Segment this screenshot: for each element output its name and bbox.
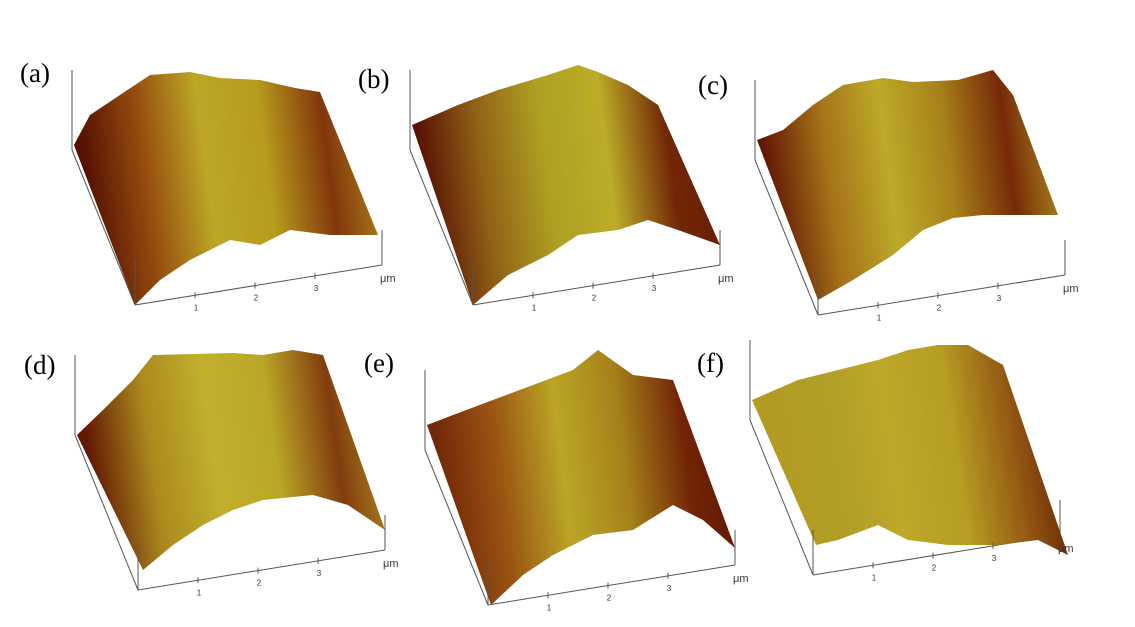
y-axis-line (754, 159, 819, 316)
afm-surface-plot: 1 2 3 μm (749, 340, 1074, 582)
x-tick-label: 2 (592, 294, 597, 303)
x-tick-label: 3 (997, 294, 1002, 303)
afm-surface-plot: 1 2 3 μm (74, 350, 399, 597)
x-axis-unit: μm (1063, 283, 1079, 295)
surface-topography (74, 72, 378, 305)
y-axis-line (71, 149, 136, 306)
surface-topography (757, 70, 1058, 300)
surface-topography (752, 345, 1068, 555)
x-axis-line (137, 549, 386, 591)
x-tick-label: 1 (197, 588, 202, 597)
x-tick-label: 3 (314, 284, 319, 293)
surface-topography (77, 350, 385, 570)
afm-surface-plot: 1 2 3 μm (754, 70, 1079, 322)
afm-panel-c: 1 2 3 μm (743, 70, 1083, 340)
surface-shade (757, 70, 1058, 300)
x-axis-line (487, 564, 736, 606)
x-axis-unit: μm (383, 558, 399, 570)
panel-label-b: (b) (358, 64, 390, 94)
afm-panel-e: 1 2 3 μm (413, 350, 753, 627)
afm-surface-plot: 1 2 3 μm (71, 70, 396, 312)
y-axis-line (409, 149, 474, 306)
x-tick-label: 1 (872, 573, 877, 582)
afm-panel-d: 1 2 3 μm (63, 345, 403, 615)
panel-label-c: (c) (698, 70, 728, 100)
surface-shade (427, 350, 735, 605)
x-tick-label: 2 (932, 564, 937, 573)
panel-label-f: (f) (697, 348, 724, 378)
x-tick-label: 3 (652, 284, 657, 293)
x-tick-label: 2 (254, 294, 259, 303)
surface-topography (427, 350, 735, 605)
panel-label-d: (d) (24, 350, 56, 380)
surface-shade (412, 65, 720, 305)
y-axis-line (749, 419, 814, 576)
afm-surface-plot: 1 2 3 μm (424, 350, 749, 612)
x-axis-line (134, 264, 383, 306)
x-tick-label: 1 (532, 303, 537, 312)
x-axis-line (817, 274, 1066, 316)
surface-shade (74, 72, 378, 305)
afm-panel-f: 1 2 3 μm (738, 330, 1078, 600)
x-axis-unit: μm (718, 273, 734, 285)
x-tick-label: 2 (257, 579, 262, 588)
x-tick-label: 1 (877, 313, 882, 322)
surface-topography (412, 65, 720, 305)
x-axis-unit: μm (1058, 543, 1074, 555)
y-axis-line (424, 449, 489, 606)
panel-label-e: (e) (364, 348, 394, 378)
afm-panel-a: 1 2 3 μm (60, 60, 400, 330)
x-tick-label: 3 (317, 569, 322, 578)
surface-shade (752, 345, 1068, 555)
panel-label-a: (a) (20, 58, 50, 88)
afm-surface-plot: 1 2 3 μm (409, 65, 734, 312)
x-tick-label: 3 (992, 554, 997, 563)
x-tick-label: 2 (937, 304, 942, 313)
afm-panel-b: 1 2 3 μm (398, 60, 738, 330)
x-axis-line (472, 264, 721, 306)
x-axis-unit: μm (733, 573, 749, 585)
surface-shade (77, 350, 385, 570)
x-axis-unit: μm (380, 273, 396, 285)
x-tick-label: 3 (667, 584, 672, 593)
x-tick-label: 2 (607, 594, 612, 603)
x-tick-label: 1 (194, 303, 199, 312)
y-axis-line (74, 434, 139, 591)
x-tick-label: 1 (547, 603, 552, 612)
